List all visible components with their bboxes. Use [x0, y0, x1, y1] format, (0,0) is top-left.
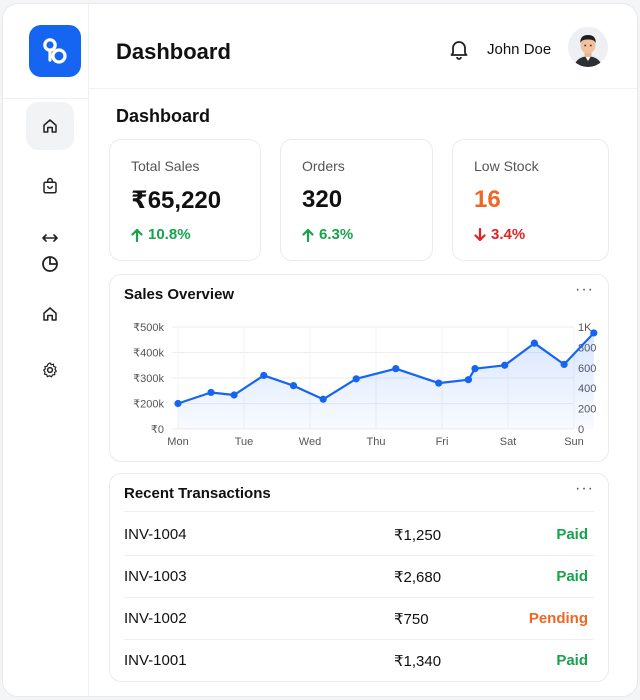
y-tick-label: ₹200k — [133, 399, 164, 411]
app-logo[interactable] — [29, 25, 81, 77]
stat-label: Low Stock — [474, 158, 539, 174]
y2-tick-label: 0 — [578, 424, 584, 436]
panel-title: Recent Transactions — [124, 485, 271, 502]
series-area — [178, 333, 594, 429]
data-point — [260, 371, 268, 380]
sidebar-item-analytics[interactable] — [26, 218, 74, 284]
data-point — [464, 376, 472, 384]
sales-overview-panel: Sales Overview ··· ₹0 ₹200k ₹300k ₹400k ₹500… — [109, 274, 609, 462]
stat-value: 16 — [474, 186, 501, 213]
sales-line-chart: ₹0₹200k₹300k₹400k₹500k02004006008001KMon… — [133, 322, 598, 448]
home-icon — [43, 307, 57, 321]
table-row[interactable]: INV-1002 ₹750 Pending — [124, 598, 594, 640]
y-tick-label: ₹0 — [151, 424, 164, 436]
stat-change: 3.4% — [474, 226, 525, 243]
stat-change-value: 3.4% — [491, 226, 526, 243]
data-point — [352, 375, 360, 383]
stat-change-value: 10.8% — [148, 226, 191, 243]
x-tick-label: Sun — [564, 436, 584, 448]
stat-change: 6.3% — [302, 226, 353, 243]
sidebar — [3, 4, 89, 696]
stat-value: ₹65,220 — [131, 187, 222, 214]
page-title: Dashboard — [116, 39, 231, 64]
x-tick-label: Wed — [299, 436, 321, 448]
status-badge: Paid — [556, 652, 588, 669]
invoice-amount: ₹1,250 — [394, 527, 442, 544]
invoice-id: INV-1002 — [124, 610, 187, 627]
gear-icon — [43, 362, 57, 378]
home-icon — [43, 119, 57, 133]
stat-value: 320 — [302, 186, 343, 213]
data-point — [289, 382, 298, 390]
more-options-button[interactable]: ··· — [575, 281, 594, 298]
recent-transactions-panel: Recent Transactions ··· INV-1004 ₹1,250 … — [109, 473, 609, 682]
status-badge: Paid — [556, 526, 588, 543]
y-tick-label: ₹500k — [133, 322, 164, 334]
shopping-bag-icon — [43, 177, 57, 194]
invoice-id: INV-1004 — [124, 526, 187, 543]
sidebar-item-orders[interactable] — [26, 162, 74, 210]
invoice-id: INV-1003 — [124, 568, 187, 585]
invoice-amount: ₹2,680 — [394, 569, 442, 586]
x-tick-label: Tue — [235, 436, 254, 448]
data-point — [590, 329, 598, 337]
stat-card-total-sales: Total Sales ₹65,220 10.8% — [109, 139, 261, 261]
section-title: Dashboard — [116, 106, 211, 126]
status-badge: Paid — [556, 568, 588, 585]
x-tick-label: Thu — [367, 436, 386, 448]
invoice-id: INV-1001 — [124, 652, 187, 669]
data-point — [560, 360, 568, 368]
status-badge: Pending — [528, 610, 588, 627]
sidebar-item-store[interactable] — [26, 290, 74, 338]
x-tick-label: Mon — [167, 436, 188, 448]
invoice-amount: ₹750 — [394, 611, 429, 628]
data-point — [392, 365, 400, 373]
stat-card-low-stock: Low Stock 16 3.4% — [452, 139, 609, 261]
table-row[interactable]: INV-1004 ₹1,250 Paid — [124, 514, 594, 556]
y2-tick-label: 1K — [578, 322, 592, 334]
invoice-amount: ₹1,340 — [394, 653, 442, 670]
y-tick-label: ₹300k — [133, 373, 164, 385]
data-point — [207, 388, 215, 397]
sidebar-divider — [3, 98, 89, 99]
arrow-up-icon — [131, 228, 143, 242]
logo-icon — [43, 38, 67, 64]
stat-label: Total Sales — [131, 158, 200, 174]
data-point — [435, 379, 443, 387]
app-window: Dashboard John Doe Dashboard Total Sales… — [2, 3, 638, 697]
table-row[interactable]: INV-1003 ₹2,680 Paid — [124, 556, 594, 598]
avatar[interactable] — [568, 27, 608, 67]
data-point — [530, 339, 538, 347]
user-name[interactable]: John Doe — [487, 41, 552, 58]
stat-change: 10.8% — [131, 226, 191, 243]
arrow-down-icon — [474, 227, 486, 241]
data-point — [501, 361, 509, 369]
arrow-up-icon — [302, 228, 314, 242]
data-point — [230, 391, 238, 399]
pie-chart-icon — [42, 234, 58, 272]
data-point — [471, 365, 479, 373]
more-options-button[interactable]: ··· — [575, 480, 594, 497]
x-tick-label: Sat — [500, 436, 517, 448]
user-avatar-icon — [568, 27, 608, 67]
x-tick-label: Fri — [436, 436, 449, 448]
sidebar-item-settings[interactable] — [26, 346, 74, 394]
table-row[interactable]: INV-1001 ₹1,340 Paid — [124, 640, 594, 682]
bell-icon[interactable] — [447, 37, 471, 61]
divider — [124, 511, 594, 512]
header-divider — [89, 88, 637, 89]
stat-change-value: 6.3% — [319, 226, 354, 243]
data-point — [174, 399, 182, 408]
y-tick-label: ₹400k — [133, 348, 164, 360]
sidebar-item-home[interactable] — [26, 102, 74, 150]
panel-title: Sales Overview — [124, 286, 235, 303]
data-point — [319, 395, 327, 403]
stat-card-orders: Orders 320 6.3% — [280, 139, 433, 261]
stat-label: Orders — [302, 158, 345, 174]
